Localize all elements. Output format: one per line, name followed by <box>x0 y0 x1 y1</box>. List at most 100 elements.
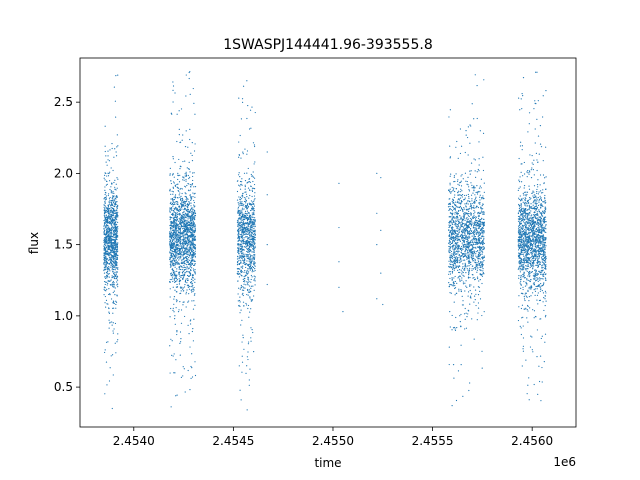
data-point <box>115 214 118 216</box>
data-point <box>478 158 480 160</box>
data-point <box>472 255 474 258</box>
data-point <box>249 254 252 256</box>
data-point <box>108 293 110 296</box>
data-point <box>111 245 114 247</box>
data-point <box>479 269 481 271</box>
data-point <box>105 197 107 199</box>
data-point <box>192 87 194 90</box>
data-point <box>241 240 244 242</box>
data-point <box>189 176 191 178</box>
data-point <box>110 264 112 266</box>
data-point <box>106 252 108 255</box>
data-point <box>462 210 464 213</box>
data-point <box>189 243 191 245</box>
data-point <box>104 179 106 181</box>
data-point <box>175 216 177 218</box>
data-point <box>189 240 191 242</box>
data-point <box>172 81 174 83</box>
data-point <box>482 231 484 234</box>
data-point <box>243 215 245 217</box>
data-point <box>450 250 453 253</box>
data-point <box>247 225 249 228</box>
data-point <box>186 222 188 224</box>
data-point <box>113 272 115 274</box>
data-point <box>116 146 118 148</box>
data-point <box>186 264 188 266</box>
data-point <box>462 274 464 276</box>
data-point <box>253 351 255 353</box>
data-point <box>103 258 105 260</box>
data-point <box>479 130 481 132</box>
data-point <box>188 249 190 251</box>
data-point <box>112 195 114 197</box>
data-point <box>116 341 118 343</box>
data-point <box>188 161 190 163</box>
data-point <box>241 222 243 224</box>
data-point <box>116 235 118 237</box>
data-point <box>176 225 178 227</box>
data-point <box>452 268 454 270</box>
data-point <box>183 205 185 207</box>
data-point <box>110 235 112 238</box>
data-point <box>477 267 479 269</box>
data-point <box>182 218 184 221</box>
data-point <box>249 240 251 242</box>
data-point <box>238 259 240 261</box>
data-point <box>108 253 110 255</box>
data-point <box>107 268 109 270</box>
data-point <box>172 89 174 91</box>
data-point <box>451 205 454 207</box>
data-point <box>459 182 461 184</box>
data-point <box>254 226 256 228</box>
data-point <box>187 369 189 372</box>
data-point <box>179 286 182 288</box>
data-point <box>449 184 451 186</box>
data-point <box>477 211 479 214</box>
data-point <box>179 196 181 198</box>
data-point <box>186 282 188 284</box>
data-point <box>176 270 178 272</box>
data-point <box>457 212 459 215</box>
data-point <box>114 251 116 253</box>
data-point <box>241 214 244 216</box>
data-point <box>193 264 195 267</box>
data-point <box>237 271 240 273</box>
data-point <box>179 209 181 211</box>
data-point <box>174 251 176 253</box>
data-point <box>248 260 250 262</box>
data-point <box>477 237 480 240</box>
data-point <box>457 217 459 219</box>
data-point <box>113 328 115 330</box>
data-point <box>449 243 451 246</box>
data-point <box>237 219 239 221</box>
data-point <box>178 234 180 236</box>
data-point <box>241 201 243 203</box>
data-point <box>451 277 453 279</box>
data-point <box>242 280 245 282</box>
data-point <box>194 228 196 230</box>
data-point <box>469 382 471 384</box>
data-point <box>466 180 468 183</box>
data-point <box>237 247 239 249</box>
data-point <box>462 283 465 285</box>
data-point <box>194 304 196 306</box>
data-point <box>188 288 191 290</box>
data-point <box>180 223 182 226</box>
data-point <box>474 199 476 201</box>
data-point <box>173 303 175 305</box>
data-point <box>242 196 244 198</box>
data-point <box>237 212 239 214</box>
data-point <box>459 271 461 274</box>
data-point <box>104 210 106 212</box>
data-point <box>239 243 241 245</box>
data-point <box>104 197 106 199</box>
data-point <box>469 303 471 305</box>
data-point <box>449 182 451 184</box>
data-point <box>451 219 453 221</box>
data-point <box>458 194 460 196</box>
data-point <box>458 290 460 292</box>
data-point <box>184 160 186 162</box>
data-point <box>247 254 249 256</box>
data-point <box>191 376 194 378</box>
data-point <box>107 341 109 343</box>
